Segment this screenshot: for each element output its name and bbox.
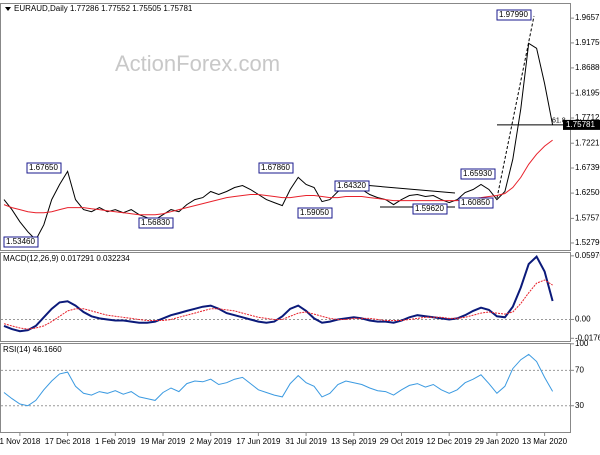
annotation-box [3,236,39,248]
macd-panel [0,252,571,342]
watermark: ActionForex.com [115,51,280,76]
y-tick-label: 0.059708 [575,251,600,260]
price-title: EURAUD,Daily 1.77286 1.77552 1.75505 1.7… [14,4,193,13]
x-tick-label: 17 Dec 2018 [45,437,91,446]
x-tick-label: 13 Mar 2020 [522,437,567,446]
x-tick-label: 1 Nov 2018 [0,437,41,446]
y-tick-label: 1.91750 [575,38,600,47]
x-tick-label: 13 Sep 2019 [331,437,377,446]
x-tick-label: 17 Jun 2019 [236,437,281,446]
x-tick-label: 12 Dec 2019 [427,437,473,446]
annotation-label: 1.53460 [6,237,35,246]
x-tick-label: 19 Mar 2019 [141,437,186,446]
annotation-box [334,180,370,192]
trend-line [496,15,535,199]
last-price-box [563,119,600,130]
last-price-label: 1.75781 [566,120,595,129]
x-tick-label: 29 Oct 2019 [380,437,424,446]
rsi-title: RSI(14) 46.1660 [3,345,62,354]
annotation-box [138,217,174,229]
y-tick-label: -0.017661 [575,333,600,342]
y-tick-label: 1.72215 [575,138,600,147]
macd-title: MACD(12,26,9) 0.017291 0.032234 [3,254,130,263]
y-tick-label: 30 [575,401,584,410]
annotation-box [458,197,494,209]
annotation-box [460,168,496,180]
y-tick-label: 1.81950 [575,88,600,97]
annotation-label: 1.59620 [415,204,444,213]
y-tick-label: 1.86880 [575,63,600,72]
annotation-box [412,203,448,215]
annotation-label: 1.56830 [141,218,170,227]
y-tick-label: 70 [575,365,584,374]
y-tick-label: 1.57575 [575,214,600,223]
annotation-label: 1.65930 [463,169,492,178]
annotation-box [26,162,62,174]
x-tick-label: 1 Feb 2019 [95,437,136,446]
series-line [3,353,554,407]
annotation-box [496,9,532,21]
annotation-label: 1.67650 [29,163,58,172]
x-tick-label: 2 May 2019 [190,437,232,446]
rsi-panel [0,343,571,433]
annotation-label: 1.64320 [337,181,366,190]
x-tick-label: 29 Jan 2020 [475,437,520,446]
annotation-box [297,207,333,219]
y-tick-label: 1.52790 [575,238,600,247]
x-tick-label: 31 Jul 2019 [285,437,327,446]
annotation-label: 1.60850 [461,198,490,207]
annotation-label: 1.67860 [261,163,290,172]
series-line [3,279,553,330]
annotation-label: 1.59050 [300,208,329,217]
annotation-label: 1.97990 [499,10,528,19]
fib-label: 61.8 [552,118,566,125]
y-tick-label: 0.00 [575,315,591,324]
y-tick-label: 1.77125 [575,113,600,122]
y-tick-label: 100 [575,339,589,348]
y-tick-label: 1.62500 [575,188,600,197]
y-tick-label: 1.96575 [575,13,600,22]
series-line [3,254,554,333]
annotation-box [258,162,294,174]
y-tick-label: 1.67390 [575,163,600,172]
menu-icon [5,7,11,11]
